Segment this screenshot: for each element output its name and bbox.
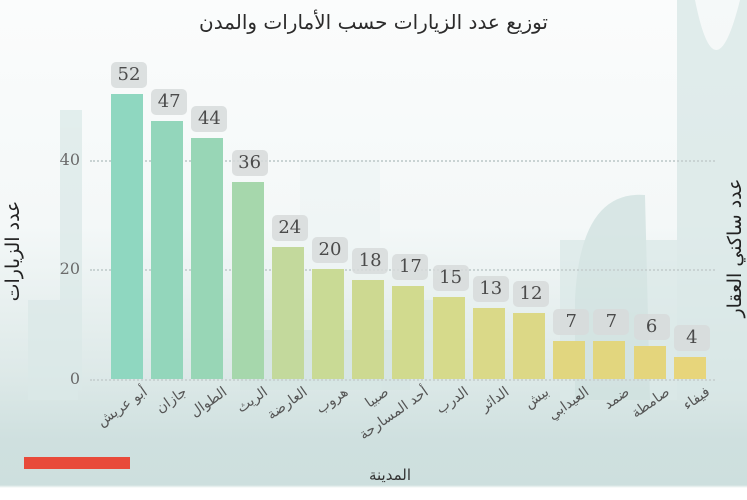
bar xyxy=(593,340,626,379)
bar-value-label: 47 xyxy=(151,89,188,116)
bar xyxy=(352,280,385,379)
bar-value-label: 20 xyxy=(312,237,348,264)
x-tick-label: هروب xyxy=(313,384,352,418)
x-axis-title: المدينة xyxy=(368,466,412,484)
bar xyxy=(111,94,143,379)
bar-value-label: 13 xyxy=(472,275,509,302)
bar xyxy=(392,285,425,379)
bar xyxy=(312,269,344,379)
bar xyxy=(432,296,465,379)
bar xyxy=(553,340,586,379)
x-tick-label: جازان xyxy=(153,384,191,417)
gridline xyxy=(90,159,715,162)
bar-value-label: 36 xyxy=(231,149,268,176)
x-tick-label: العارضة xyxy=(264,384,311,424)
bar xyxy=(151,121,184,379)
y-tick-label: 40 xyxy=(59,149,80,169)
y-axis-right-title: عدد ساكني العقار xyxy=(724,178,746,318)
bar-value-label: 12 xyxy=(513,281,549,308)
bar xyxy=(472,307,505,379)
x-tick-label: أبو عريش xyxy=(94,384,151,430)
bar xyxy=(231,181,264,379)
x-tick-label: فيفاء xyxy=(680,384,713,414)
bar-value-label: 15 xyxy=(432,264,469,291)
gridline xyxy=(90,379,715,381)
x-tick-label: صامطة xyxy=(628,384,673,422)
y-tick-label: 20 xyxy=(59,259,80,279)
x-tick-label: الطوال xyxy=(187,384,231,421)
bar xyxy=(633,346,666,379)
bar xyxy=(513,313,545,379)
bar xyxy=(673,357,706,379)
bar-value-label: 18 xyxy=(352,248,389,275)
bar-value-label: 52 xyxy=(111,62,147,89)
bar-value-label: 44 xyxy=(191,105,228,132)
bar-value-label: 7 xyxy=(593,308,630,335)
x-tick-label: الدائر xyxy=(477,384,512,415)
bar-value-label: 7 xyxy=(553,308,590,335)
bar-value-label: 6 xyxy=(633,314,670,341)
bar-value-label: 17 xyxy=(392,253,429,280)
chart-title: توزيع عدد الزيارات حسب الأمارات والمدن xyxy=(199,10,548,34)
bar-value-label: 24 xyxy=(271,215,308,242)
bar xyxy=(191,137,224,379)
accent-bar xyxy=(24,457,130,469)
bar-value-label: 4 xyxy=(673,325,710,352)
x-tick-label: الدرب xyxy=(433,384,472,418)
y-axis-title: عدد الزيارات xyxy=(2,200,24,302)
x-tick-label: العيدابي xyxy=(545,384,593,424)
bar xyxy=(271,247,304,379)
y-tick-label: 0 xyxy=(69,369,80,388)
